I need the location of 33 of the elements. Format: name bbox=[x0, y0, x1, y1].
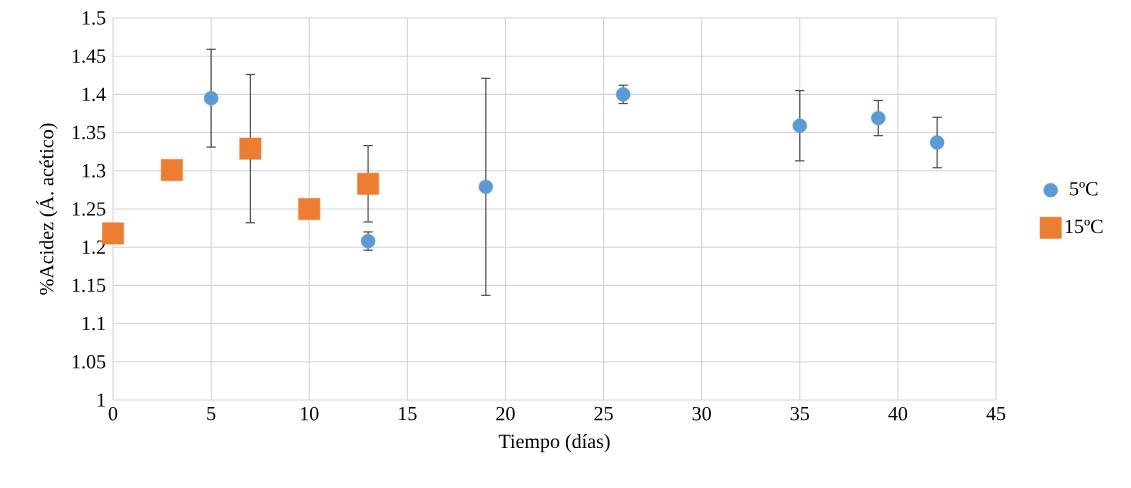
x-tick-label: 35 bbox=[790, 406, 809, 421]
x-tick-label: 5 bbox=[207, 406, 216, 421]
point bbox=[239, 137, 262, 160]
point bbox=[792, 118, 807, 133]
y-axis-title: %Acidez (Á. acético) bbox=[36, 123, 58, 295]
x-tick-label: 30 bbox=[692, 406, 711, 421]
y-tick-label: 1.5 bbox=[82, 11, 106, 25]
y-tick-label: 1.05 bbox=[72, 355, 106, 369]
legend-label: 5ºC bbox=[1070, 182, 1098, 196]
point bbox=[298, 198, 321, 220]
x-tick-label: 40 bbox=[888, 406, 908, 421]
y-tick-label: 1.45 bbox=[72, 49, 106, 63]
point bbox=[357, 172, 380, 195]
y-tick-label: 1.4 bbox=[82, 87, 106, 102]
x-tick-label: 15 bbox=[399, 406, 417, 421]
point bbox=[929, 135, 945, 150]
x-tick-label: 10 bbox=[300, 406, 319, 421]
point bbox=[478, 179, 494, 195]
y-tick-label: 1.1 bbox=[82, 316, 105, 331]
x-tick-label: 45 bbox=[986, 406, 1006, 421]
y-tick-label: 1 bbox=[97, 393, 105, 407]
legend-label: 15ºC bbox=[1065, 219, 1103, 234]
x-tick-label: 0 bbox=[108, 406, 118, 421]
y-tick-label: 1.3 bbox=[82, 164, 106, 178]
x-tick-label: 25 bbox=[594, 406, 613, 421]
x-axis-title: Tiempo (días) bbox=[498, 434, 610, 453]
point bbox=[160, 159, 183, 181]
y-tick-label: 1.25 bbox=[72, 202, 106, 216]
point bbox=[203, 91, 219, 106]
y-tick-label: 1.15 bbox=[72, 278, 106, 293]
y-tick-label: 1.35 bbox=[72, 125, 106, 140]
point bbox=[871, 110, 886, 126]
x-tick-label: 20 bbox=[496, 406, 515, 421]
